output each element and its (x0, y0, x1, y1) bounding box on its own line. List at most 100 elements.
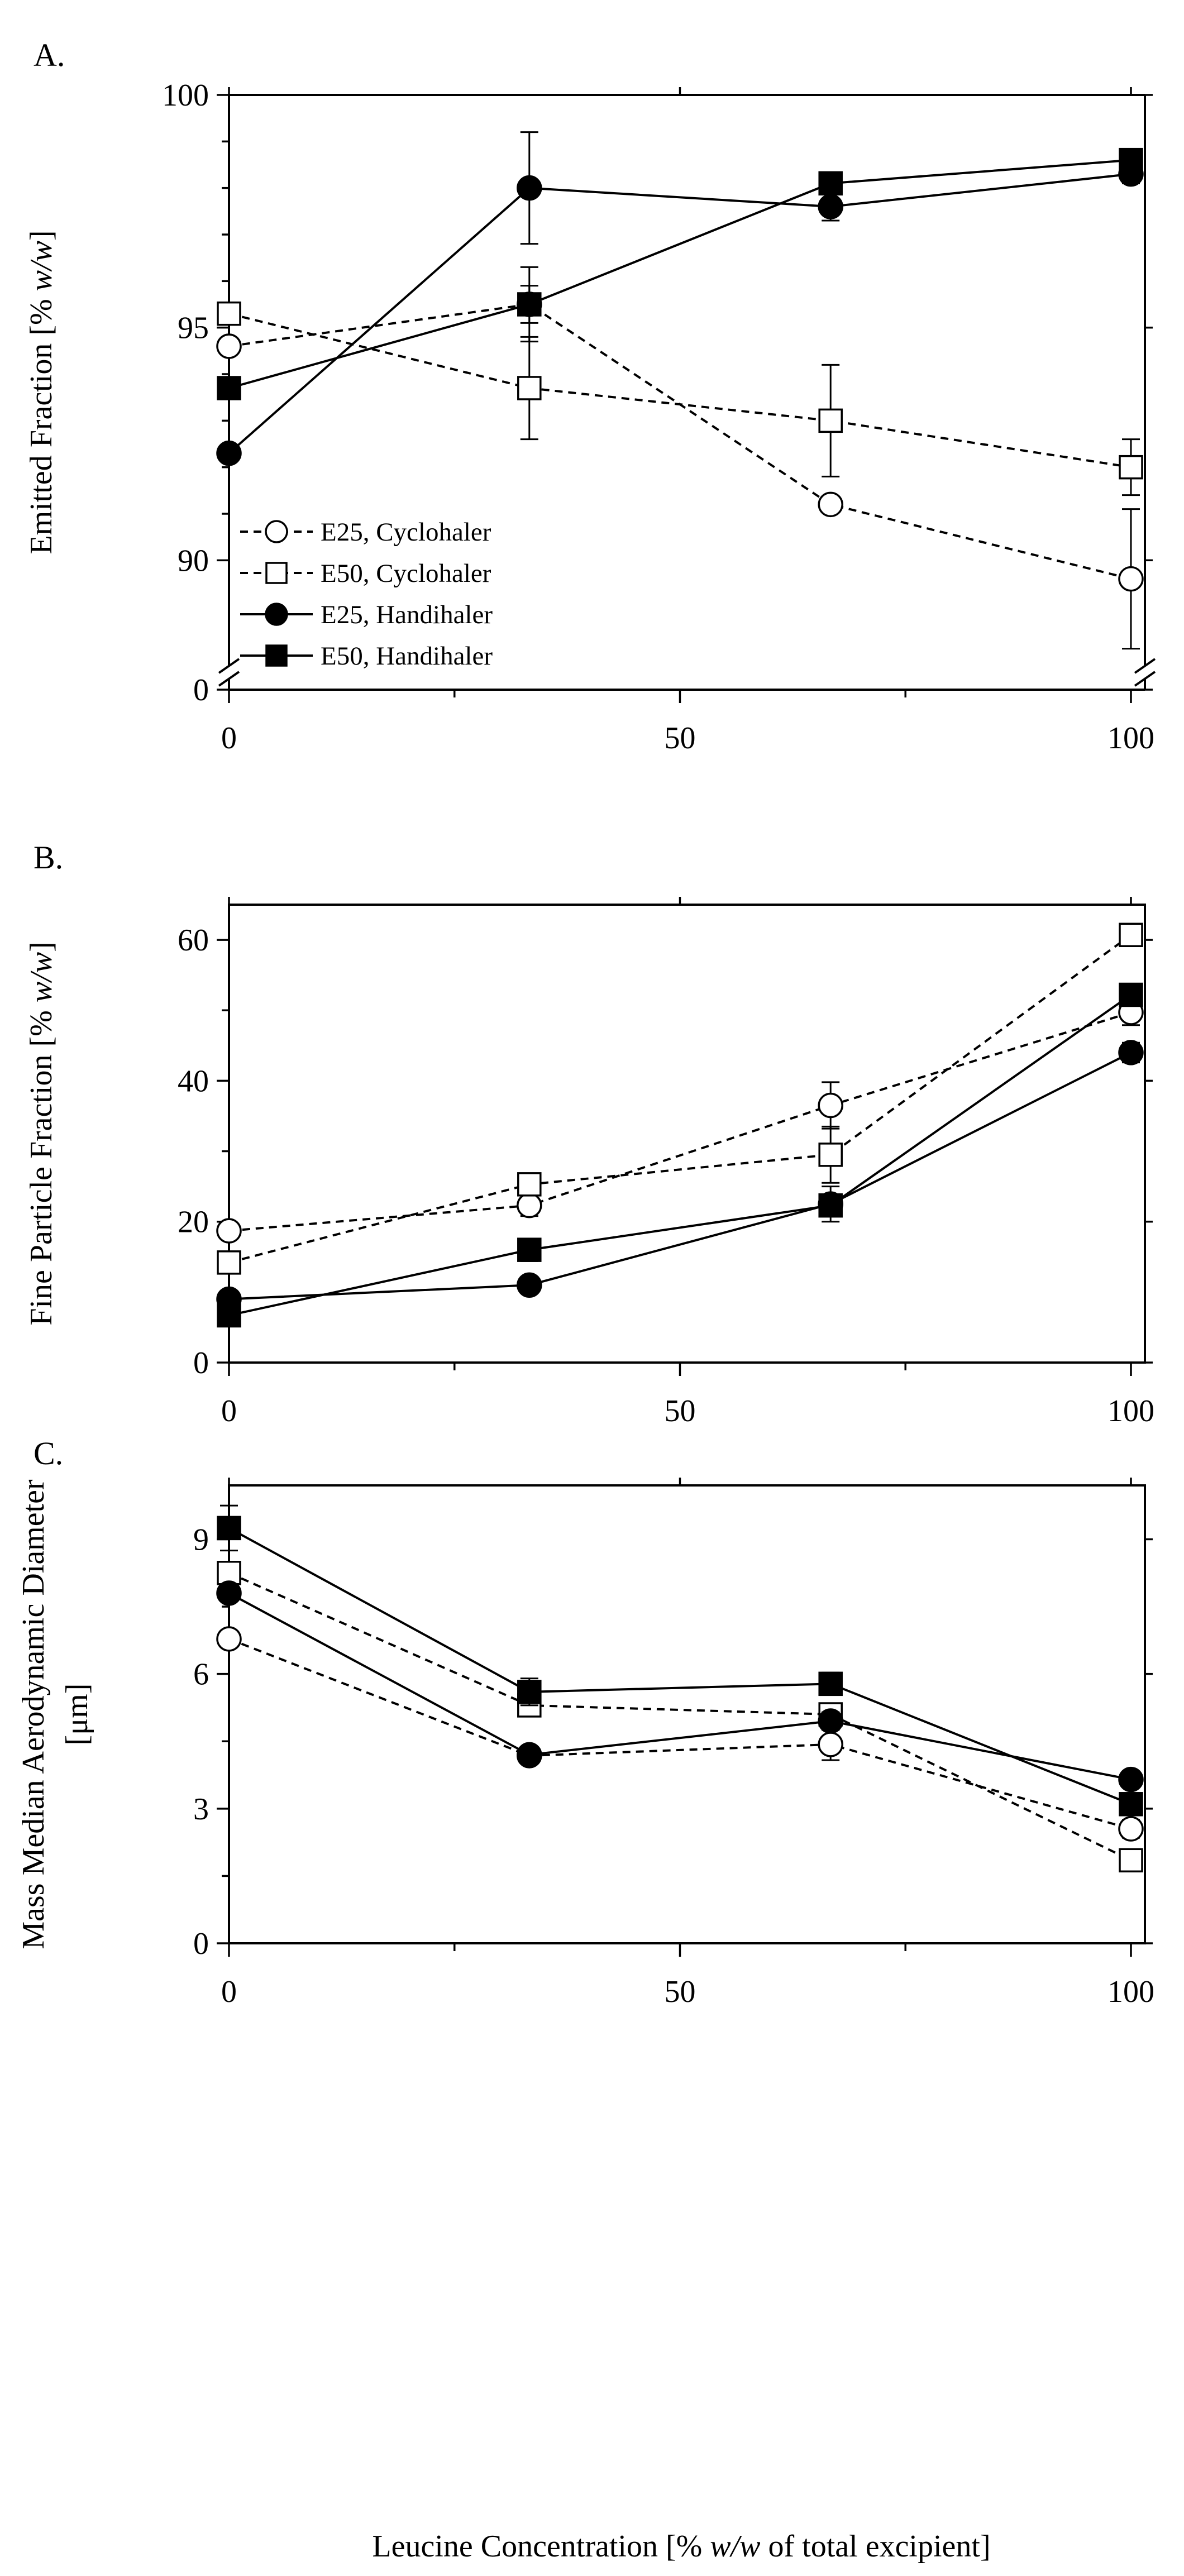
y-tick-label: 6 (193, 1657, 209, 1692)
data-point (517, 1742, 542, 1768)
data-point (818, 1193, 843, 1218)
axis-break-mark (218, 671, 240, 687)
legend-marker (265, 644, 288, 667)
data-point (217, 1516, 241, 1541)
series-e50-cyclohaler (217, 301, 1143, 496)
data-point (217, 1561, 241, 1585)
axis-break-mark (1134, 671, 1156, 687)
plot-frame (228, 1484, 1146, 1944)
data-point (517, 1172, 542, 1197)
legend-item: E25, Cyclohaler (240, 518, 491, 547)
legend-item: E50, Handihaler (240, 642, 493, 671)
series-e25-handihaler (216, 1040, 1144, 1312)
y-axis-title-part: w/w (24, 241, 59, 291)
data-point (818, 1671, 843, 1696)
axis-break-mark (218, 658, 240, 674)
series-e50-handihaler (217, 147, 1143, 400)
data-point (1119, 1848, 1143, 1873)
plot-frame (228, 904, 1146, 1364)
y-axis-title: Emitted Fraction [% w/w] (24, 230, 59, 554)
data-point (216, 1580, 242, 1606)
series-e50-cyclohaler (217, 923, 1143, 1275)
series-e25-cyclohaler (216, 1626, 1144, 1842)
series-line (228, 993, 1132, 1317)
y-axis-title-part: Emitted Fraction [% (24, 291, 59, 554)
x-tick-label: 50 (665, 1975, 696, 2009)
y-tick-label: 90 (178, 543, 209, 578)
series-line (228, 1011, 1132, 1232)
series-line (228, 1638, 1132, 1830)
data-point (517, 1192, 542, 1218)
legend-item: E25, Handihaler (240, 600, 493, 629)
data-point (217, 376, 241, 400)
data-point (216, 440, 242, 466)
panel-label: A. (34, 37, 65, 73)
x-tick-label: 100 (1107, 1394, 1154, 1428)
x-tick-label: 50 (665, 1394, 696, 1428)
y-tick-label: 40 (178, 1064, 209, 1098)
panel-label: B. (34, 839, 63, 876)
data-point (517, 292, 542, 317)
data-point (1119, 455, 1143, 480)
y-axis-title-part: w/w (24, 952, 59, 1002)
series-e50-handihaler (217, 1504, 1143, 1817)
data-point (1119, 147, 1143, 173)
series-line (228, 1571, 1132, 1862)
y-tick-label: 0 (193, 1927, 209, 1961)
y-tick-label: 95 (178, 311, 209, 346)
data-point (217, 1250, 241, 1275)
x-tick-label: 0 (221, 721, 237, 756)
y-tick-label: 60 (178, 923, 209, 958)
data-point (1118, 1040, 1144, 1065)
data-point (818, 1143, 843, 1167)
data-point (1118, 1816, 1144, 1842)
data-point (517, 1680, 542, 1704)
data-point (818, 194, 843, 219)
legend-marker (265, 603, 288, 626)
legend-marker (265, 520, 288, 543)
data-point (216, 1218, 242, 1244)
series-e25-cyclohaler (216, 998, 1144, 1244)
legend-label: E25, Handihaler (321, 600, 493, 629)
series-line (228, 1592, 1132, 1781)
y-tick-label: 0 (193, 673, 209, 708)
y-tick-label: 3 (193, 1792, 209, 1827)
y-tick-label: 9 (193, 1522, 209, 1557)
data-point (818, 408, 843, 433)
panel-label: C. (34, 1435, 63, 1471)
data-point (1119, 982, 1143, 1007)
data-point (517, 1237, 542, 1262)
axis-break-mark (1134, 658, 1156, 674)
data-point (517, 175, 542, 201)
data-point (1119, 1792, 1143, 1817)
x-axis-title: Leucine Concentration [% w/w of total ex… (372, 2529, 990, 2564)
data-point (1118, 1766, 1144, 1793)
data-point (818, 1732, 843, 1757)
x-axis-title-part: w/w (710, 2529, 760, 2564)
data-point (216, 1626, 242, 1652)
data-point (818, 171, 843, 196)
x-axis-title-part: of total excipient] (761, 2529, 991, 2564)
y-tick-label: 100 (162, 78, 209, 113)
legend-label: E50, Cyclohaler (321, 559, 491, 588)
data-point (517, 1272, 542, 1298)
series-line (228, 312, 1132, 469)
panel-c: C. 0 3 6 9 0 50 100 Mass Median Aerodynamic Diam… (16, 1435, 1154, 2564)
data-point (217, 1303, 241, 1328)
legend-label: E25, Cyclohaler (321, 518, 491, 547)
series-e50-handihaler (217, 982, 1143, 1328)
legend-label: E50, Handihaler (321, 642, 493, 671)
data-point (517, 376, 542, 400)
data-point (818, 491, 843, 518)
legend-item: E50, Cyclohaler (240, 559, 491, 588)
x-tick-label: 100 (1107, 721, 1154, 756)
y-tick-label: 0 (193, 1346, 209, 1380)
y-axis-title-part: ] (24, 230, 59, 241)
legend-marker (265, 562, 288, 584)
x-tick-label: 100 (1107, 1975, 1154, 2009)
x-tick-label: 50 (665, 721, 696, 756)
data-point (1119, 923, 1143, 947)
data-point (217, 301, 241, 326)
legend: E25, Cyclohaler E50, Cyclohaler E25, Handi… (240, 518, 493, 671)
